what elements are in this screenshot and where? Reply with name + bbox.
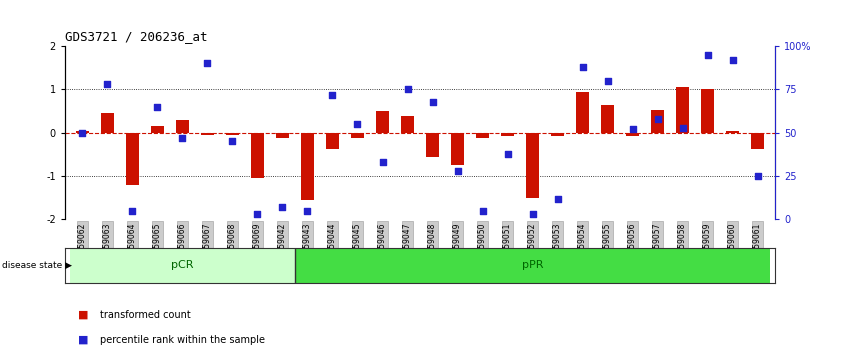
Point (401, 86, 415, 92)
Point (475, 208, 489, 214)
Text: percentile rank within the sample: percentile rank within the sample (100, 335, 265, 345)
Text: ■: ■ (78, 310, 88, 320)
Bar (70, 248, 295, 283)
Bar (295, 248, 770, 283)
Bar (701, 89, 714, 133)
Bar (450, 133, 464, 165)
Point (675, 125, 689, 130)
Point (526, 211, 540, 217)
Point (151, 104, 165, 110)
Point (126, 208, 139, 214)
Point (425, 99, 439, 104)
Bar (100, 113, 114, 133)
Point (601, 78, 615, 84)
Point (576, 64, 590, 70)
Bar (376, 111, 390, 133)
Bar (201, 133, 215, 135)
Bar (401, 116, 415, 133)
Bar (726, 131, 740, 133)
Point (201, 61, 215, 66)
Bar (526, 133, 540, 198)
Bar (176, 120, 190, 133)
Bar (625, 133, 639, 136)
Point (100, 81, 114, 87)
Bar (751, 133, 765, 149)
Point (501, 151, 514, 156)
Point (225, 138, 239, 144)
Text: disease state ▶: disease state ▶ (2, 261, 72, 270)
Text: pPR: pPR (522, 261, 543, 270)
Bar (675, 87, 689, 133)
Bar (501, 133, 514, 136)
Bar (425, 133, 439, 156)
Point (176, 135, 190, 141)
Bar (226, 133, 239, 135)
Point (650, 116, 664, 122)
Bar (351, 133, 365, 138)
Point (250, 211, 264, 217)
Bar (151, 126, 165, 133)
Bar (301, 133, 314, 200)
Text: transformed count: transformed count (100, 310, 191, 320)
Bar (650, 110, 664, 133)
Bar (326, 133, 339, 149)
Point (326, 92, 339, 97)
Bar (126, 133, 139, 185)
Bar (275, 133, 289, 138)
Point (551, 196, 565, 201)
Text: GDS3721 / 206236_at: GDS3721 / 206236_at (65, 30, 208, 44)
Point (75, 130, 89, 136)
Bar (250, 133, 264, 178)
Bar (75, 131, 89, 133)
Point (450, 168, 464, 174)
Point (376, 159, 390, 165)
Point (301, 208, 314, 214)
Point (751, 173, 765, 179)
Point (701, 52, 714, 57)
Point (351, 121, 365, 127)
Text: pCR: pCR (171, 261, 194, 270)
Text: ■: ■ (78, 335, 88, 345)
Point (726, 57, 740, 63)
Bar (601, 104, 614, 133)
Point (625, 126, 639, 132)
Point (275, 205, 289, 210)
Bar (551, 133, 565, 136)
Bar (576, 92, 590, 133)
Bar (475, 133, 489, 138)
